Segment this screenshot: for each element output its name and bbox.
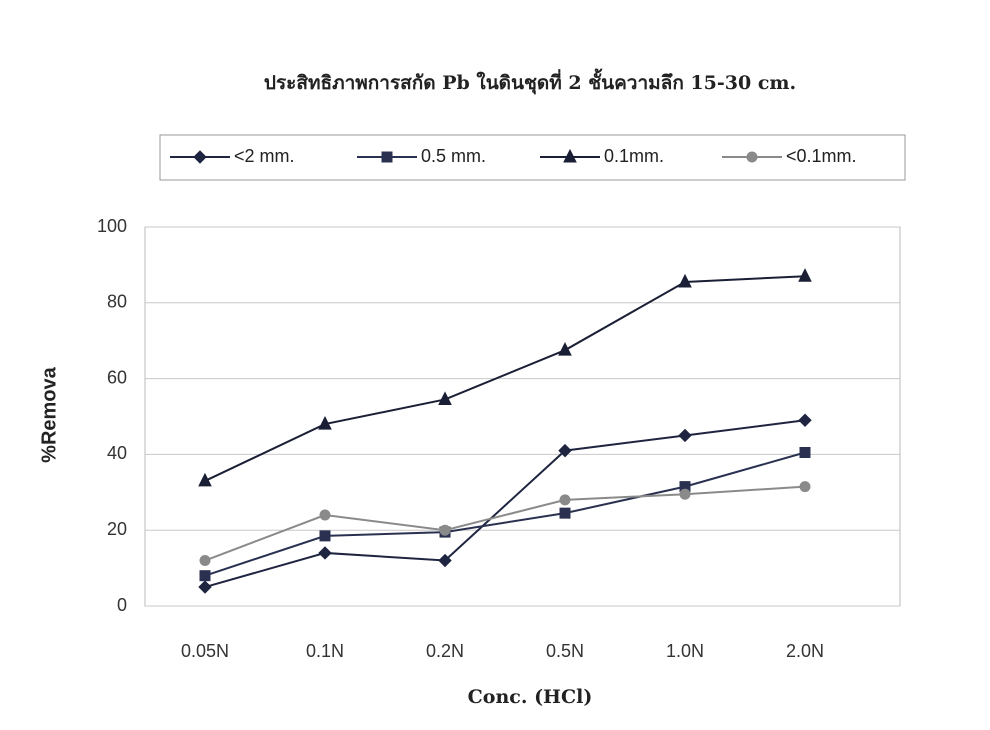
chart-title: ประสิทธิภาพการสกัด Pb ในดินชุดที่ 2 ชั้น… [264,68,796,95]
legend-marker [746,151,758,163]
series-line [204,451,806,577]
data-point [319,509,331,521]
x-tick-label: 2.0N [786,641,824,661]
legend-marker [563,148,577,163]
data-point [199,555,211,567]
x-tick-label: 1.0N [666,641,704,661]
x-axis-label: Conc. (HCl) [468,686,593,708]
y-tick-label: 60 [107,367,127,387]
series-line [204,419,806,589]
legend-box [159,134,906,181]
data-point [438,553,452,568]
data-point [798,413,812,427]
y-tick-label: 0 [117,595,127,615]
data-point [798,268,812,282]
series-line [204,275,806,482]
y-tick-label: 100 [97,216,127,236]
y-tick-label: 20 [107,519,127,539]
data-point [559,494,571,506]
data-point [558,342,572,356]
data-point [679,488,691,500]
data-point [439,524,451,536]
legend-marker [381,151,393,163]
legend-label: 0.5 mm. [421,146,486,166]
data-point [678,428,692,443]
x-tick-label: 0.5N [546,641,584,661]
data-point [198,580,212,594]
data-point [799,447,811,459]
data-point [799,481,811,493]
legend-label: <0.1mm. [786,146,857,166]
x-tick-label: 0.1N [306,641,344,661]
data-point [199,570,211,582]
data-point [678,273,692,288]
data-point [198,472,212,487]
legend-label: <2 mm. [234,146,295,166]
data-point [318,546,332,560]
legend-marker [193,150,207,164]
data-point [559,507,571,519]
y-tick-label: 40 [107,443,127,463]
data-point [318,415,332,430]
x-tick-label: 0.2N [426,641,464,661]
data-point [558,443,572,458]
x-tick-label: 0.05N [181,641,229,661]
data-point [438,391,452,405]
data-point [319,530,331,542]
y-tick-label: 80 [107,292,127,312]
y-axis-label: %Remova [38,366,60,462]
legend-label: 0.1mm. [604,146,664,166]
series-line [204,485,806,562]
